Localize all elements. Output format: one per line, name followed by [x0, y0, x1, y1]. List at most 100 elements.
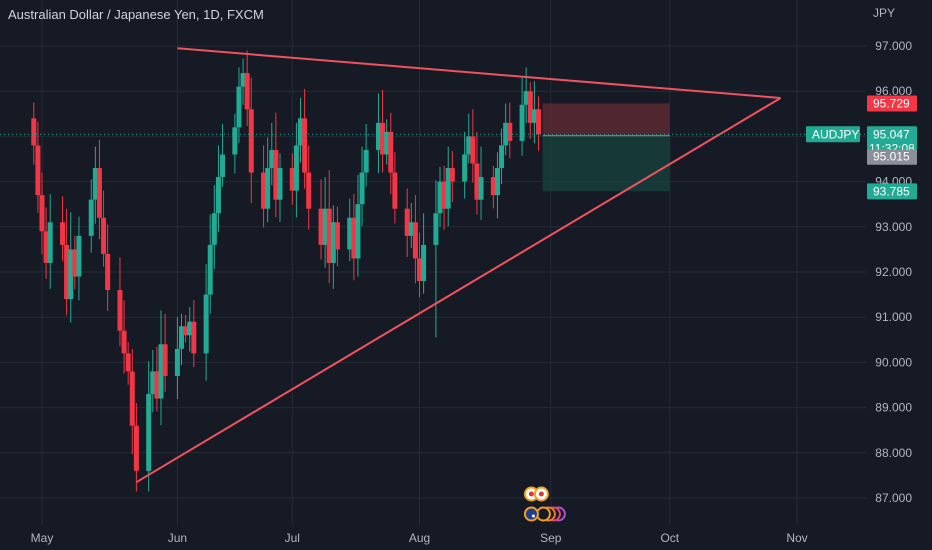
candle-body: [76, 235, 82, 277]
candles: [31, 50, 541, 492]
candle-body: [499, 145, 505, 169]
support-trendline: [135, 97, 782, 484]
candle-body: [302, 118, 308, 173]
candle-body: [494, 168, 500, 196]
candle-body: [437, 181, 443, 214]
candle-body: [207, 244, 213, 295]
candle-body: [64, 244, 70, 300]
candle-body: [88, 199, 94, 236]
currency-label: JPY: [873, 6, 895, 20]
event-markers[interactable]: [523, 486, 566, 522]
candle-body: [232, 127, 238, 155]
candle-body: [507, 122, 513, 141]
candle-body: [289, 168, 295, 191]
candle-body: [351, 217, 357, 259]
candle-body: [211, 213, 217, 245]
flag-star-icon: [531, 514, 535, 518]
candle-body: [72, 249, 78, 277]
trendlines[interactable]: [135, 47, 782, 484]
candle-body: [433, 213, 439, 245]
take-profit-zone: [542, 135, 670, 192]
y-tick-label: 87.000: [875, 491, 912, 505]
candle-body: [470, 136, 476, 164]
candle-body: [183, 326, 189, 336]
candle-body: [478, 177, 484, 200]
candle-body: [293, 145, 299, 191]
symbol-badge-text: AUDJPY: [812, 127, 859, 141]
candle-body: [220, 154, 226, 178]
candle-body: [240, 73, 246, 87]
candle-body: [531, 109, 537, 123]
y-tick-label: 96.000: [875, 84, 912, 98]
candle-body: [503, 122, 509, 146]
candle-body: [417, 258, 422, 282]
candle-body: [318, 208, 324, 245]
x-tick-label: Sep: [540, 531, 562, 545]
candle-body: [244, 73, 250, 110]
candle-body: [408, 222, 414, 236]
candle-body: [277, 168, 283, 200]
candle-body: [43, 231, 49, 263]
y-tick-label: 92.000: [875, 265, 912, 279]
x-tick-label: Nov: [786, 531, 807, 545]
symbol-title[interactable]: Australian Dollar / Japanese Yen, 1D, FX…: [8, 7, 264, 22]
flag-dot-icon: [528, 491, 534, 497]
candle-body: [269, 149, 275, 169]
entry-price-badge-text: 95.015: [873, 150, 910, 164]
candle-body: [322, 208, 328, 245]
y-tick-label: 93.000: [875, 220, 912, 234]
candle-body: [158, 344, 164, 399]
candle-body: [363, 149, 369, 173]
candle-body: [47, 222, 53, 263]
candle-body: [347, 217, 353, 250]
stop-loss-zone: [542, 103, 670, 136]
candle-body: [462, 154, 468, 182]
x-tick-label: Jun: [168, 531, 187, 545]
candle-body: [35, 145, 41, 196]
last-price-text: 95.047: [873, 127, 910, 141]
y-tick-label: 90.000: [875, 355, 912, 369]
time-axis[interactable]: May Jun Jul Aug Sep Oct Nov: [31, 531, 808, 545]
target-price-badge: 93.785: [867, 183, 917, 200]
candle-body: [306, 172, 312, 209]
candle-body: [441, 181, 447, 209]
grid-lines: [0, 0, 866, 525]
candle-body: [129, 371, 135, 426]
candle-body: [133, 425, 139, 471]
candle-body: [330, 222, 336, 263]
x-tick-label: May: [31, 531, 54, 545]
candle-body: [449, 168, 455, 182]
y-tick-label: 97.000: [875, 39, 912, 53]
candle-body: [39, 195, 45, 232]
candle-body: [388, 131, 394, 173]
candle-body: [215, 177, 221, 214]
candle-body: [474, 163, 480, 200]
candle-body: [154, 371, 160, 399]
candle-body: [273, 149, 279, 200]
flag-dot-icon: [538, 491, 544, 497]
candle-body: [298, 118, 304, 146]
candle-body: [117, 290, 123, 331]
candle-body: [445, 168, 451, 209]
position-zones: [542, 103, 670, 192]
x-tick-label: Oct: [660, 531, 679, 545]
candle-body: [412, 222, 418, 259]
target-price-badge-text: 93.785: [873, 184, 910, 198]
x-tick-label: Aug: [409, 531, 430, 545]
symbol-badge: AUDJPY: [806, 126, 860, 143]
candle-body: [265, 168, 271, 209]
candle-body: [490, 177, 496, 196]
candle-body: [187, 321, 193, 336]
y-tick-label: 91.000: [875, 310, 912, 324]
candle-body: [523, 91, 529, 105]
candle-body: [261, 172, 267, 209]
candle-body: [203, 294, 209, 354]
entry-price-badge: 95.015: [867, 149, 917, 165]
candle-body: [31, 118, 37, 146]
candle-body: [334, 222, 340, 250]
candle-body: [179, 326, 185, 349]
candle-body: [174, 348, 180, 376]
